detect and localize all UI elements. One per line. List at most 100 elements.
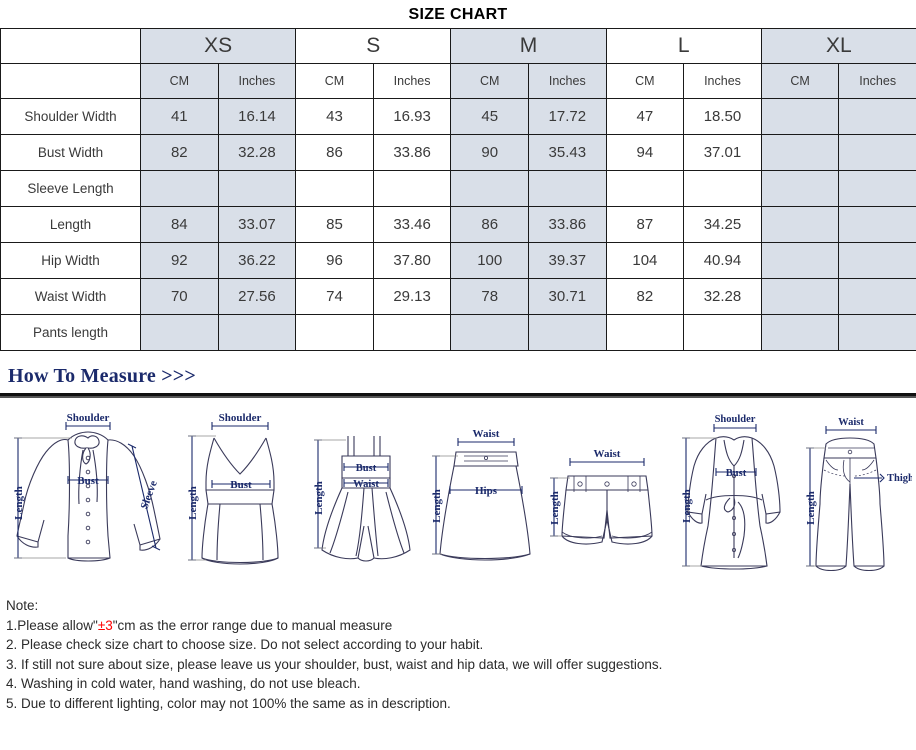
note-1-tolerance: ±3 (97, 617, 113, 633)
table-cell (683, 314, 762, 351)
table-row: Length 84 33.07 85 33.46 86 33.86 87 34.25 (0, 206, 916, 243)
table-cell (295, 314, 374, 351)
label-shoulder: Shoulder (715, 414, 756, 425)
table-cell: 35.43 (528, 134, 607, 171)
unit-header-s-inches: Inches (372, 63, 452, 99)
table-cell: 41 (140, 98, 219, 135)
table-cell (372, 170, 452, 207)
table-cell: 32.28 (683, 278, 762, 315)
notes-heading: Note: (6, 598, 39, 613)
table-cell (760, 170, 840, 207)
row-label: Waist Width (0, 278, 141, 315)
header-blank-cell-2 (0, 63, 141, 99)
label-shoulder: Shoulder (67, 412, 110, 424)
table-cell (217, 170, 297, 207)
size-chart-table: XS S M L XL CM Inches CM Inches CM Inches CM Inches C… (0, 28, 916, 351)
table-cell: 82 (605, 278, 685, 315)
label-length: Length (13, 486, 25, 520)
note-line-4: 4. Washing in cold water, hand washing, … (6, 676, 361, 691)
unit-header-s-cm: CM (295, 63, 374, 99)
figure-camisole: Shoulder Bust Length (176, 408, 304, 588)
table-cell: 70 (140, 278, 219, 315)
table-cell: 74 (295, 278, 374, 315)
table-cell: 45 (450, 98, 529, 135)
table-cell (760, 278, 840, 315)
table-cell: 43 (295, 98, 374, 135)
row-label: Hip Width (0, 242, 141, 279)
label-length: Length (549, 491, 561, 525)
table-cell: 17.72 (528, 98, 607, 135)
table-row: Bust Width 82 32.28 86 33.86 90 35.43 94 37.01 (0, 134, 916, 171)
table-cell: 37.01 (683, 134, 762, 171)
label-waist: Waist (353, 479, 379, 490)
table-cell (838, 206, 916, 243)
label-length: Length (431, 489, 443, 523)
row-label: Sleeve Length (0, 170, 141, 207)
table-unit-header-row: CM Inches CM Inches CM Inches CM Inches CM Inches (0, 63, 916, 99)
table-cell: 27.56 (217, 278, 297, 315)
label-length: Length (313, 481, 325, 515)
note-line-2: 2. Please check size chart to choose siz… (6, 637, 484, 652)
table-cell: 16.93 (372, 98, 452, 135)
table-cell: 33.86 (528, 206, 607, 243)
label-waist: Waist (594, 448, 621, 460)
table-cell (295, 170, 374, 207)
how-to-measure-heading: How To Measure >>> (8, 365, 196, 387)
table-cell: 90 (450, 134, 529, 171)
label-sleeve: Sleeve (139, 479, 160, 511)
note-1-part-b: "cm as the error range due to manual mea… (112, 617, 393, 633)
table-cell (528, 170, 607, 207)
label-length: Length (805, 491, 817, 525)
label-waist: Waist (838, 417, 864, 428)
unit-header-l-inches: Inches (683, 63, 762, 99)
table-cell (217, 314, 297, 351)
table-row: Waist Width 70 27.56 74 29.13 78 30.71 82 32.28 (0, 278, 916, 315)
label-bust: Bust (77, 475, 99, 487)
table-cell (683, 170, 762, 207)
table-cell: 82 (140, 134, 219, 171)
table-cell: 104 (605, 242, 685, 279)
table-cell: 87 (605, 206, 685, 243)
table-cell (372, 314, 452, 351)
table-size-header-row: XS S M L XL (0, 28, 916, 64)
table-cell (760, 314, 840, 351)
measurement-illustrations: Shoulder Bust Length Sleeve (0, 398, 916, 588)
table-row: Pants length (0, 314, 916, 351)
label-bust: Bust (356, 463, 377, 474)
table-cell: 37.80 (372, 242, 452, 279)
table-cell: 84 (140, 206, 219, 243)
table-row: Hip Width 92 36.22 96 37.80 100 39.37 104 40.94 (0, 242, 916, 279)
table-cell: 32.28 (217, 134, 297, 171)
table-cell (760, 206, 840, 243)
table-cell (838, 98, 916, 135)
label-bust: Bust (230, 479, 252, 491)
table-cell (605, 170, 685, 207)
label-length: Length (681, 489, 693, 523)
figure-shorts: Waist Length (540, 408, 672, 588)
table-cell: 36.22 (217, 242, 297, 279)
table-cell: 29.13 (372, 278, 452, 315)
unit-header-m-cm: CM (450, 63, 529, 99)
note-1-part-a: 1.Please allow" (6, 617, 98, 633)
table-cell: 100 (450, 242, 529, 279)
table-cell: 47 (605, 98, 685, 135)
size-header-l: L (605, 28, 762, 64)
how-to-measure-section: How To Measure >>> (0, 351, 916, 398)
figure-pants: Waist Thigh Length (796, 408, 912, 588)
table-cell (140, 314, 219, 351)
unit-header-l-cm: CM (605, 63, 685, 99)
table-row: Sleeve Length (0, 170, 916, 207)
table-cell: 94 (605, 134, 685, 171)
table-row: Shoulder Width 41 16.14 43 16.93 45 17.72 47 18.… (0, 98, 916, 135)
unit-header-xl-cm: CM (760, 63, 840, 99)
table-cell: 92 (140, 242, 219, 279)
label-shoulder: Shoulder (219, 412, 262, 424)
table-cell (838, 134, 916, 171)
label-thigh: Thigh (887, 473, 912, 484)
label-hips: Hips (475, 485, 498, 497)
size-header-s: S (295, 28, 452, 64)
table-cell: 86 (295, 134, 374, 171)
unit-header-xl-inches: Inches (838, 63, 916, 99)
label-waist: Waist (473, 428, 500, 440)
